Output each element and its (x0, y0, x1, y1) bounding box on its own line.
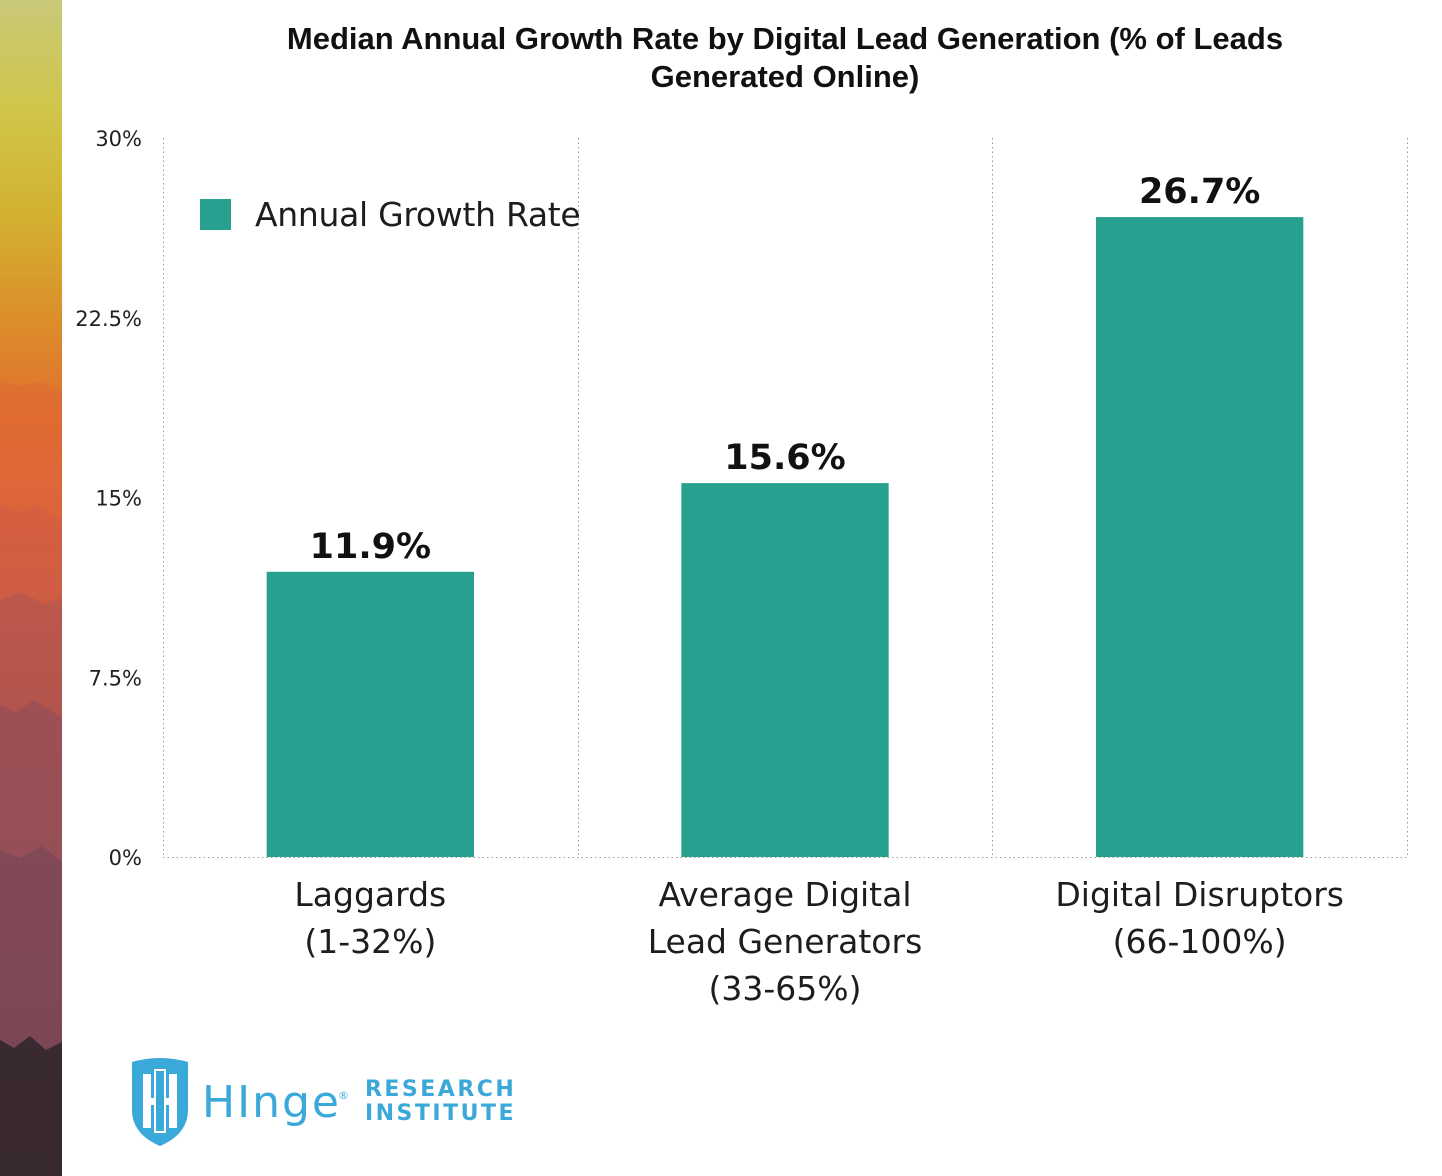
x-tick-label: (33-65%) (709, 969, 862, 1008)
logo-institute-text: INSTITUTE (364, 1101, 516, 1126)
logo-wordmark: HInge ® (202, 1076, 349, 1128)
x-tick-label: Laggards (294, 875, 446, 914)
chart-title: Median Annual Growth Rate by Digital Lea… (200, 20, 1370, 96)
bar (1096, 217, 1304, 858)
logo-wordmark-text: HInge (202, 1076, 341, 1128)
x-tick-label: (66-100%) (1113, 922, 1287, 961)
registered-mark: ® (337, 1088, 351, 1102)
logo-subtitle: RESEARCH INSTITUTE (365, 1078, 516, 1126)
data-label: 26.7% (1139, 172, 1260, 212)
x-tick-label: Lead Generators (648, 922, 923, 961)
y-tick-label: 15% (95, 487, 142, 511)
x-tick-label: Average Digital (658, 875, 911, 914)
data-label: 11.9% (310, 527, 431, 567)
legend-swatch (200, 198, 231, 230)
y-tick-label: 22.5% (75, 307, 142, 331)
chart-title-line-2: Generated Online) (650, 59, 920, 94)
shield-logo-icon (132, 1058, 188, 1146)
y-tick-label: 30% (95, 127, 142, 151)
x-tick-label: (1-32%) (304, 922, 436, 961)
mountain-ridges-image (0, 380, 62, 1176)
y-tick-label: 0% (109, 846, 142, 870)
y-tick-label: 7.5% (89, 666, 142, 690)
hinge-research-institute-logo: HInge ® RESEARCH INSTITUTE (128, 1056, 516, 1148)
chart-title-line-1: Median Annual Growth Rate by Digital Lea… (286, 21, 1284, 56)
x-tick-label: Digital Disruptors (1055, 875, 1344, 914)
logo-research-text: RESEARCH (364, 1077, 517, 1102)
bar (681, 483, 889, 857)
data-label: 15.6% (724, 438, 845, 478)
decorative-side-strip (0, 0, 62, 1176)
bar (266, 571, 474, 857)
chart-legend: Annual Growth Rate (200, 192, 581, 236)
legend-label: Annual Growth Rate (255, 194, 581, 234)
